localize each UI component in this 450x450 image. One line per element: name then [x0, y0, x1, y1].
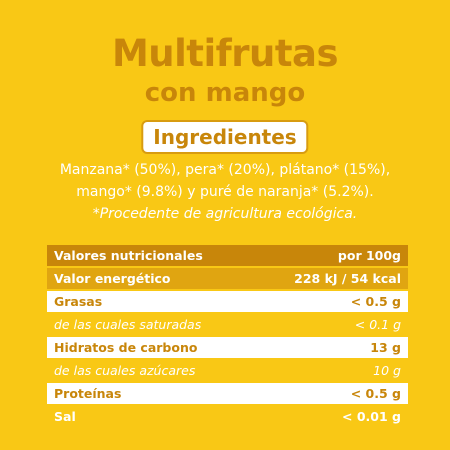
nutrition-row-fat: Grasas < 0.5 g	[47, 291, 408, 312]
nutrition-row-value: < 0.1 g	[354, 317, 401, 332]
ingredients-list: Manzana* (50%), pera* (20%), plátano* (1…	[0, 159, 450, 225]
nutrition-row-label: Valor energético	[54, 271, 171, 286]
nutrition-row-saturated: de las cuales saturadas < 0.1 g	[47, 314, 408, 335]
nutrition-header-row: Valores nutricionales por 100g	[47, 245, 408, 266]
nutrition-row-label: Proteínas	[54, 386, 122, 401]
ingredients-heading: Ingredientes	[141, 120, 309, 154]
ingredients-line-2: mango* (9.8%) y puré de naranja* (5.2%).	[76, 184, 374, 200]
nutrition-row-label: Hidratos de carbono	[54, 340, 198, 355]
nutrition-row-label: de las cuales azúcares	[54, 363, 196, 378]
nutrition-row-value: < 0.5 g	[350, 386, 401, 401]
nutrition-row-value: 228 kJ / 54 kcal	[294, 271, 401, 286]
product-subtitle: con mango	[144, 78, 306, 108]
nutrition-row-label: de las cuales saturadas	[54, 317, 202, 332]
nutrition-row-salt: Sal < 0.01 g	[47, 406, 408, 427]
ingredients-note: *Procedente de agricultura ecológica.	[92, 206, 358, 222]
nutrition-table: Valores nutricionales por 100g Valor ene…	[47, 245, 408, 429]
nutrition-header-value: por 100g	[337, 248, 401, 263]
nutrition-header-label: Valores nutricionales	[54, 248, 203, 263]
nutrition-row-value: < 0.01 g	[342, 409, 401, 424]
nutrition-row-energy: Valor energético 228 kJ / 54 kcal	[47, 268, 408, 289]
product-title: Multifrutas	[111, 32, 339, 75]
nutrition-row-value: < 0.5 g	[350, 294, 401, 309]
nutrition-row-value: 10 g	[373, 363, 401, 378]
nutrition-row-label: Grasas	[54, 294, 103, 309]
nutrition-row-protein: Proteínas < 0.5 g	[47, 383, 408, 404]
nutrition-row-carbohydrates: Hidratos de carbono 13 g	[47, 337, 408, 358]
nutrition-row-label: Sal	[54, 409, 76, 424]
ingredients-line-1: Manzana* (50%), pera* (20%), plátano* (1…	[59, 162, 391, 178]
nutrition-row-value: 13 g	[370, 340, 401, 355]
nutrition-row-sugars: de las cuales azúcares 10 g	[47, 360, 408, 381]
